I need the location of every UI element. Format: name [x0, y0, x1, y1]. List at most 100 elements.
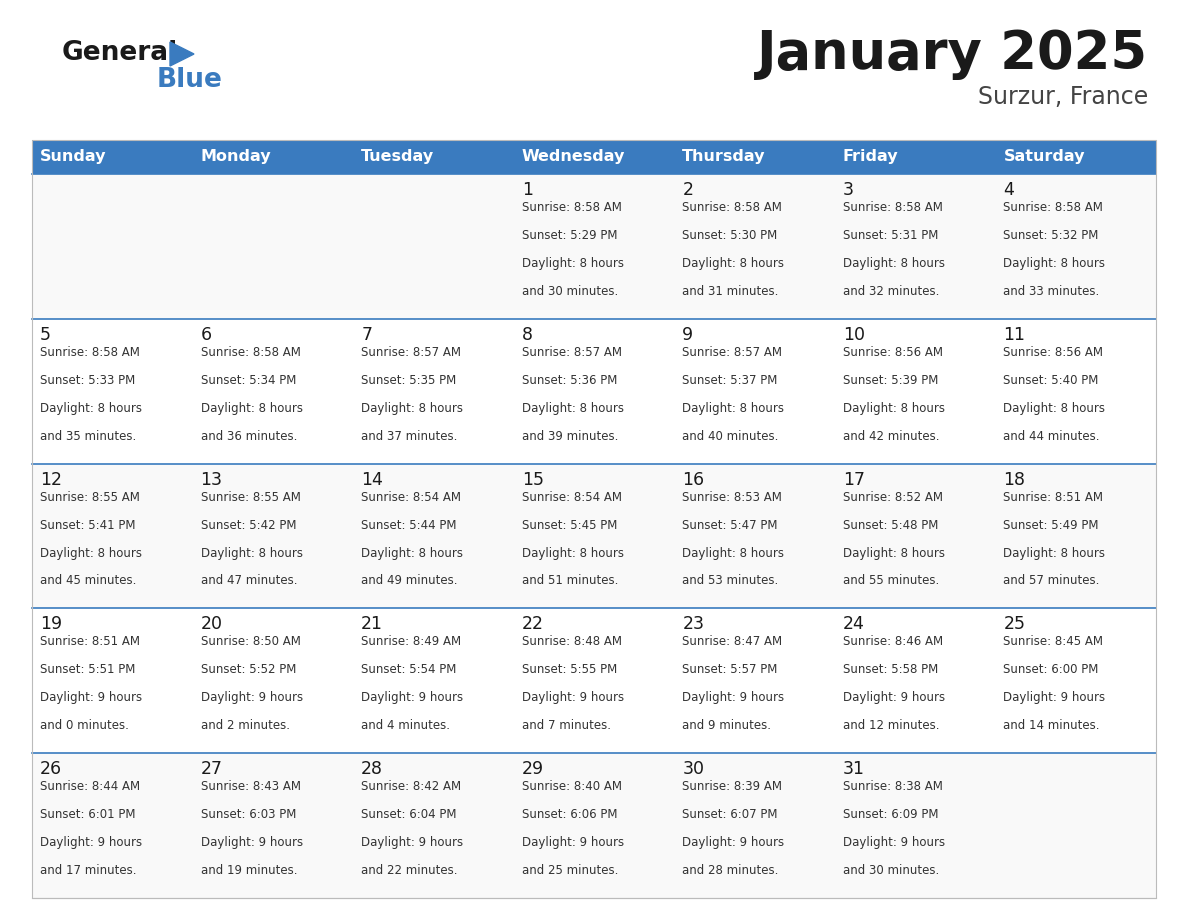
Text: Daylight: 8 hours: Daylight: 8 hours [1004, 402, 1105, 415]
Text: and 19 minutes.: and 19 minutes. [201, 864, 297, 877]
Text: Sunset: 5:35 PM: Sunset: 5:35 PM [361, 374, 456, 386]
Text: and 32 minutes.: and 32 minutes. [842, 285, 940, 297]
Text: Sunrise: 8:38 AM: Sunrise: 8:38 AM [842, 780, 943, 793]
Text: 19: 19 [40, 615, 62, 633]
Text: and 22 minutes.: and 22 minutes. [361, 864, 457, 877]
Text: Sunset: 5:48 PM: Sunset: 5:48 PM [842, 519, 939, 532]
Text: Sunrise: 8:58 AM: Sunrise: 8:58 AM [1004, 201, 1104, 214]
Text: Daylight: 9 hours: Daylight: 9 hours [361, 836, 463, 849]
Text: 11: 11 [1004, 326, 1025, 344]
Text: Sunrise: 8:51 AM: Sunrise: 8:51 AM [40, 635, 140, 648]
Text: Sunrise: 8:58 AM: Sunrise: 8:58 AM [201, 346, 301, 359]
Text: Sunset: 5:52 PM: Sunset: 5:52 PM [201, 664, 296, 677]
Text: and 40 minutes.: and 40 minutes. [682, 430, 778, 442]
Text: Sunrise: 8:48 AM: Sunrise: 8:48 AM [522, 635, 621, 648]
Text: and 39 minutes.: and 39 minutes. [522, 430, 618, 442]
Text: and 25 minutes.: and 25 minutes. [522, 864, 618, 877]
Bar [32, 464, 1156, 609]
Text: Sunset: 6:04 PM: Sunset: 6:04 PM [361, 808, 456, 821]
Text: and 17 minutes.: and 17 minutes. [40, 864, 137, 877]
Text: Sunrise: 8:40 AM: Sunrise: 8:40 AM [522, 780, 621, 793]
Text: Sunrise: 8:55 AM: Sunrise: 8:55 AM [201, 490, 301, 504]
Bar [32, 140, 1156, 174]
Text: Sunrise: 8:43 AM: Sunrise: 8:43 AM [201, 780, 301, 793]
Text: and 7 minutes.: and 7 minutes. [522, 719, 611, 733]
Text: and 49 minutes.: and 49 minutes. [361, 575, 457, 588]
Text: Sunset: 6:00 PM: Sunset: 6:00 PM [1004, 664, 1099, 677]
Text: Daylight: 9 hours: Daylight: 9 hours [842, 836, 944, 849]
Text: Daylight: 8 hours: Daylight: 8 hours [522, 546, 624, 559]
Text: and 47 minutes.: and 47 minutes. [201, 575, 297, 588]
Text: 20: 20 [201, 615, 222, 633]
Text: and 53 minutes.: and 53 minutes. [682, 575, 778, 588]
Text: 30: 30 [682, 760, 704, 778]
Text: Sunset: 5:45 PM: Sunset: 5:45 PM [522, 519, 617, 532]
Text: Monday: Monday [201, 150, 271, 164]
Text: Sunrise: 8:53 AM: Sunrise: 8:53 AM [682, 490, 782, 504]
Text: 5: 5 [40, 326, 51, 344]
Text: Daylight: 8 hours: Daylight: 8 hours [1004, 257, 1105, 270]
Text: Daylight: 8 hours: Daylight: 8 hours [682, 257, 784, 270]
Text: 17: 17 [842, 471, 865, 488]
Text: Sunrise: 8:44 AM: Sunrise: 8:44 AM [40, 780, 140, 793]
Text: Sunrise: 8:58 AM: Sunrise: 8:58 AM [522, 201, 621, 214]
Text: Daylight: 8 hours: Daylight: 8 hours [522, 402, 624, 415]
Text: and 37 minutes.: and 37 minutes. [361, 430, 457, 442]
Text: Sunset: 5:32 PM: Sunset: 5:32 PM [1004, 229, 1099, 242]
Text: Daylight: 9 hours: Daylight: 9 hours [201, 691, 303, 704]
Text: Sunset: 6:03 PM: Sunset: 6:03 PM [201, 808, 296, 821]
Text: Daylight: 9 hours: Daylight: 9 hours [1004, 691, 1106, 704]
Text: Sunrise: 8:54 AM: Sunrise: 8:54 AM [522, 490, 621, 504]
Text: and 14 minutes.: and 14 minutes. [1004, 719, 1100, 733]
Text: 7: 7 [361, 326, 372, 344]
Text: Sunset: 5:55 PM: Sunset: 5:55 PM [522, 664, 617, 677]
Text: 16: 16 [682, 471, 704, 488]
Text: 27: 27 [201, 760, 222, 778]
Text: Daylight: 8 hours: Daylight: 8 hours [522, 257, 624, 270]
Text: 8: 8 [522, 326, 532, 344]
Text: and 44 minutes.: and 44 minutes. [1004, 430, 1100, 442]
Text: Daylight: 8 hours: Daylight: 8 hours [40, 546, 143, 559]
Text: Sunrise: 8:57 AM: Sunrise: 8:57 AM [361, 346, 461, 359]
Text: Daylight: 8 hours: Daylight: 8 hours [361, 546, 463, 559]
Text: Sunday: Sunday [40, 150, 107, 164]
Text: Sunset: 5:44 PM: Sunset: 5:44 PM [361, 519, 456, 532]
Text: Sunset: 6:06 PM: Sunset: 6:06 PM [522, 808, 618, 821]
Text: 31: 31 [842, 760, 865, 778]
Text: and 12 minutes.: and 12 minutes. [842, 719, 940, 733]
Text: Daylight: 9 hours: Daylight: 9 hours [201, 836, 303, 849]
Text: Saturday: Saturday [1004, 150, 1085, 164]
Text: and 30 minutes.: and 30 minutes. [522, 285, 618, 297]
Text: and 2 minutes.: and 2 minutes. [201, 719, 290, 733]
Bar [32, 753, 1156, 898]
Text: Daylight: 8 hours: Daylight: 8 hours [201, 402, 303, 415]
Text: Sunrise: 8:51 AM: Sunrise: 8:51 AM [1004, 490, 1104, 504]
Text: Daylight: 8 hours: Daylight: 8 hours [40, 402, 143, 415]
Text: Blue: Blue [157, 67, 223, 93]
Text: Sunset: 5:39 PM: Sunset: 5:39 PM [842, 374, 939, 386]
Text: Daylight: 9 hours: Daylight: 9 hours [40, 836, 143, 849]
Text: Sunset: 6:09 PM: Sunset: 6:09 PM [842, 808, 939, 821]
Text: and 0 minutes.: and 0 minutes. [40, 719, 128, 733]
Text: Sunrise: 8:54 AM: Sunrise: 8:54 AM [361, 490, 461, 504]
Text: 28: 28 [361, 760, 384, 778]
Text: Sunset: 5:31 PM: Sunset: 5:31 PM [842, 229, 939, 242]
Text: 21: 21 [361, 615, 384, 633]
Text: Sunrise: 8:55 AM: Sunrise: 8:55 AM [40, 490, 140, 504]
Text: 24: 24 [842, 615, 865, 633]
Text: and 28 minutes.: and 28 minutes. [682, 864, 778, 877]
Text: 12: 12 [40, 471, 62, 488]
Text: and 33 minutes.: and 33 minutes. [1004, 285, 1100, 297]
Text: Sunset: 5:41 PM: Sunset: 5:41 PM [40, 519, 135, 532]
Text: Sunset: 5:54 PM: Sunset: 5:54 PM [361, 664, 456, 677]
Text: January 2025: January 2025 [757, 28, 1148, 80]
Text: 22: 22 [522, 615, 544, 633]
Text: Sunset: 5:40 PM: Sunset: 5:40 PM [1004, 374, 1099, 386]
Text: and 35 minutes.: and 35 minutes. [40, 430, 137, 442]
Text: 15: 15 [522, 471, 544, 488]
Text: 4: 4 [1004, 181, 1015, 199]
Text: and 4 minutes.: and 4 minutes. [361, 719, 450, 733]
Text: Sunset: 5:47 PM: Sunset: 5:47 PM [682, 519, 778, 532]
Text: Sunset: 5:57 PM: Sunset: 5:57 PM [682, 664, 778, 677]
Text: Sunrise: 8:46 AM: Sunrise: 8:46 AM [842, 635, 943, 648]
